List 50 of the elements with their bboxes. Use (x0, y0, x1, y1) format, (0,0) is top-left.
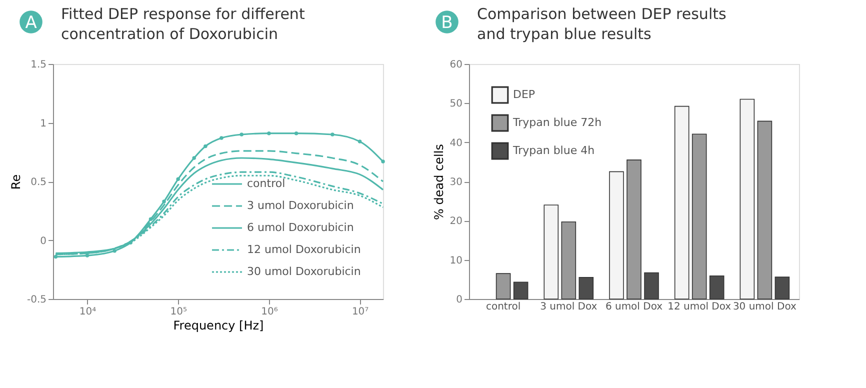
y-tick-label: 1.5 (30, 60, 46, 70)
legend-label: control (247, 177, 286, 190)
legend-label: DEP (513, 88, 536, 101)
bar (774, 276, 790, 300)
text: B (441, 13, 453, 33)
x-tick-label: 6 umol Dox (605, 302, 663, 312)
bar (674, 106, 690, 300)
bar (513, 282, 528, 300)
y-axis-title: % dead cells (432, 144, 446, 220)
bar (544, 204, 559, 300)
y-tick-label: 0.5 (30, 177, 46, 188)
y-tick-label: -0.5 (26, 294, 46, 306)
bar (757, 120, 772, 300)
y-tick-label: 1 (40, 118, 46, 130)
x-tick-label: control (486, 302, 521, 312)
x-tick-label: 3 umol Dox (540, 302, 598, 312)
legend-label: 30 umol Doxorubicin (247, 265, 361, 278)
chart-title: Comparison between DEP results and trypan blue results (477, 5, 726, 43)
x-tick-label: 10⁴ (79, 306, 96, 318)
x-tick-label: 10⁷ (352, 306, 369, 318)
y-tick-label: 30 (450, 177, 462, 188)
bar (496, 273, 511, 300)
x-tick-label: 10⁶ (261, 306, 278, 318)
x-tick-label: 30 umol Dox (732, 302, 797, 312)
legend-label: 6 umol Doxorubicin (247, 221, 354, 234)
y-tick-label: 0 (456, 294, 462, 306)
chart-title: Fitted DEP response for different concentration of Doxorubicin (61, 5, 305, 43)
legend-label: Trypan blue 4h (512, 144, 595, 157)
y-tick-label: 40 (450, 138, 462, 149)
bar (609, 171, 624, 300)
bar (561, 221, 576, 300)
legend-label: Trypan blue 72h (512, 116, 602, 129)
x-axis-title: Frequency [Hz] (173, 318, 264, 332)
y-tick-label: 50 (450, 98, 462, 110)
x-tick-label: 10⁵ (170, 306, 187, 318)
bar (709, 275, 724, 300)
y-tick-label: 10 (450, 255, 462, 266)
y-axis-title: Re (8, 174, 23, 190)
bar (740, 98, 755, 300)
y-tick-label: 0 (40, 236, 46, 247)
bar (578, 277, 594, 300)
y-tick-label: 60 (450, 60, 462, 70)
text: A (25, 13, 38, 33)
legend-label: 3 umol Doxorubicin (247, 199, 354, 212)
bar (626, 160, 642, 300)
legend-label: 12 umol Doxorubicin (247, 243, 361, 256)
bar (644, 272, 659, 300)
x-tick-label: 12 umol Dox (668, 302, 732, 312)
bar (692, 134, 707, 300)
y-tick-label: 20 (450, 216, 462, 228)
